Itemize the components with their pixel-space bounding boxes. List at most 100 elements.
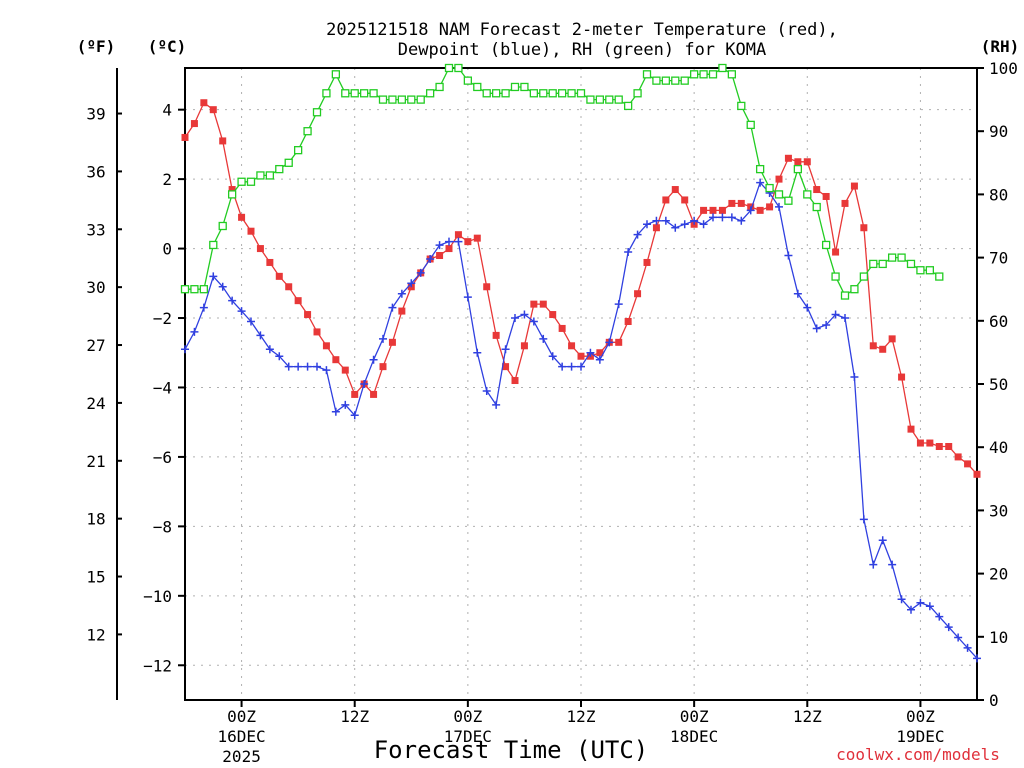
temperature-point (247, 227, 255, 235)
rh-point (501, 89, 510, 98)
dewpoint-point (209, 272, 218, 281)
time-tick-date: 16DEC (217, 727, 265, 746)
dewpoint-point (652, 216, 661, 225)
temperature-point (379, 363, 387, 371)
temperature-point (200, 99, 208, 107)
dewpoint-point (548, 352, 557, 361)
rh-point (416, 95, 425, 104)
data-series (180, 63, 981, 663)
temperature-point (643, 258, 651, 266)
dewpoint-point (218, 282, 227, 291)
rh-point (510, 82, 520, 92)
temperature-point (238, 213, 246, 221)
rh-point (275, 164, 284, 174)
temperature-point (615, 338, 623, 346)
fahrenheit-tick-label: 24 (86, 394, 105, 413)
dewpoint-point (247, 317, 255, 326)
temperature-point (634, 290, 642, 298)
rh-point (689, 70, 699, 79)
time-tick-label: 12Z (340, 707, 369, 726)
dewpoint-point (199, 303, 208, 312)
temperature-point (935, 443, 943, 451)
dewpoint-point (699, 220, 708, 229)
dewpoint-point (746, 206, 755, 215)
chart-title-line1: 2025121518 NAM Forecast 2-meter Temperat… (326, 20, 838, 40)
dewpoint-point (369, 355, 378, 364)
dewpoint-point (265, 345, 274, 354)
dewpoint-point (954, 633, 963, 642)
temperature-point (294, 297, 302, 305)
temperature-point (888, 335, 896, 343)
celsius-tick-label: 4 (162, 101, 172, 120)
dewpoint-point (878, 536, 887, 545)
x-axis-title: Forecast Time (UTC) (374, 736, 649, 764)
rh-point (906, 259, 916, 269)
dewpoint-point (190, 327, 199, 336)
dewpoint-point (822, 320, 831, 329)
rh-point (312, 108, 322, 117)
temperature-point (652, 224, 660, 232)
temperature-point (511, 377, 519, 385)
rh-point (727, 70, 737, 79)
rh-point (473, 82, 482, 92)
temperature-point (398, 307, 406, 315)
temperature-point (718, 206, 726, 214)
temperature-point (539, 300, 547, 308)
chart-title-line2: Dewpoint (blue), RH (green) for KOMA (398, 40, 766, 60)
temperature-point (954, 453, 962, 461)
rh-tick-label: 50 (989, 375, 1008, 394)
rh-point (784, 196, 793, 205)
rh-point (303, 127, 312, 136)
rh-point (425, 89, 435, 98)
dewpoint-point (294, 362, 303, 371)
temperature-point (558, 324, 566, 332)
rh-point (557, 89, 567, 98)
time-tick-label: 00Z (680, 707, 709, 726)
temperature-point (737, 199, 745, 207)
dewpoint-point (888, 560, 897, 569)
temperature-point (568, 342, 576, 350)
rh-tick-label: 0 (989, 691, 999, 710)
temperature-point (549, 311, 557, 319)
dewpoint-point (445, 237, 453, 246)
dewpoint-point (907, 605, 915, 614)
rh-axis-unit: (RH) (981, 37, 1020, 56)
dewpoint-point (661, 216, 670, 225)
rh-point (444, 63, 454, 73)
rh-tick-label: 60 (989, 312, 1008, 331)
rh-point (293, 146, 303, 155)
temperature-point (907, 425, 915, 433)
dewpoint-point (181, 345, 189, 354)
rh-point (520, 82, 529, 92)
temperature-point (794, 158, 802, 166)
fahrenheit-tick-label: 36 (86, 162, 105, 181)
temperature-point (454, 231, 462, 239)
dewpoint-point (463, 293, 472, 302)
fahrenheit-axis: 39 36 33 30 27 24 21 18 15 12 (86, 105, 122, 644)
time-tick-label: 00Z (906, 707, 935, 726)
dewpoint-point (407, 279, 416, 288)
rh-point (397, 95, 407, 104)
temperature-point (530, 300, 538, 308)
rh-tick-label: 90 (989, 122, 1008, 141)
rh-point (746, 120, 755, 130)
rh-point (935, 272, 944, 281)
dewpoint-point (416, 268, 425, 277)
rh-point (850, 285, 859, 294)
time-tick-year: 2025 (222, 747, 261, 766)
gridlines (185, 68, 977, 700)
rh-point (548, 89, 557, 98)
temperature-point (869, 342, 877, 350)
rh-point (209, 240, 218, 250)
temperature-point (464, 238, 472, 246)
temperature-point (756, 206, 764, 214)
rh-point (180, 285, 190, 294)
dewpoint-point (228, 296, 237, 305)
rh-point (916, 266, 925, 275)
dewpoint-point (624, 248, 633, 257)
temperature-point (945, 443, 953, 451)
fahrenheit-tick-label: 21 (86, 452, 105, 471)
rh-point (482, 89, 491, 98)
rh-point (708, 70, 718, 79)
